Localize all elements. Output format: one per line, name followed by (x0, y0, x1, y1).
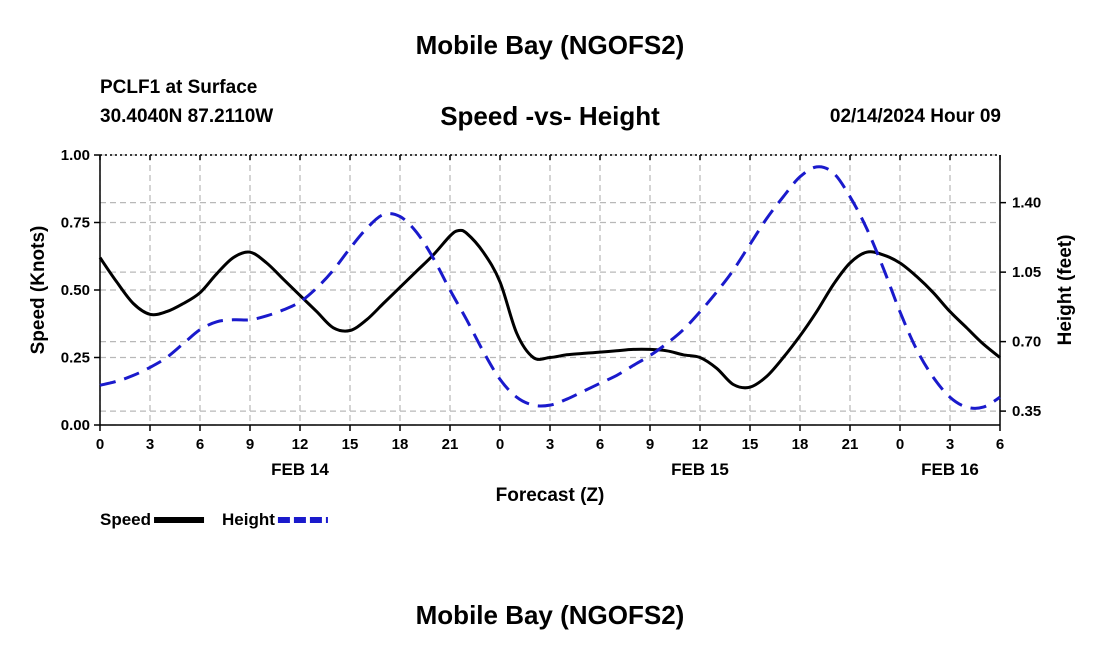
x-tick-label: 0 (896, 436, 904, 453)
y-tick-label: 0.25 (61, 350, 90, 367)
x-tick-label: 15 (342, 436, 359, 453)
y-tick-label: 0.00 (61, 417, 90, 434)
series-line-height (99, 165, 1001, 410)
footer-title: Mobile Bay (NGOFS2) (415, 600, 685, 630)
legend-label-speed: Speed (100, 510, 151, 529)
date-label: FEB 16 (921, 460, 979, 479)
y2-axis-title: Height (feet) (1055, 235, 1076, 346)
y-axis-title: Speed (Knots) (28, 226, 49, 355)
x-tick-label: 3 (946, 436, 954, 453)
y-tick-label: 0.50 (61, 282, 90, 299)
y2-tick-label: 1.05 (1012, 264, 1041, 281)
x-tick-label: 18 (392, 436, 409, 453)
x-tick-label: 21 (842, 436, 859, 453)
x-tick-label: 6 (196, 436, 204, 453)
legend-label-height: Height (222, 510, 275, 529)
date-label: FEB 15 (671, 460, 729, 479)
chart-subtitle: Speed -vs- Height (440, 101, 660, 131)
x-tick-label: 18 (792, 436, 809, 453)
x-tick-label: 0 (96, 436, 104, 453)
x-tick-label: 6 (596, 436, 604, 453)
series-line-speed (98, 228, 1001, 390)
x-tick-label: 0 (496, 436, 504, 453)
x-tick-label: 15 (742, 436, 759, 453)
x-tick-label: 6 (996, 436, 1004, 453)
x-tick-label: 12 (692, 436, 709, 453)
x-tick-label: 9 (246, 436, 254, 453)
y-tick-label: 0.75 (61, 215, 90, 232)
station-coordinates: 30.4040N 87.2110W (100, 106, 274, 127)
x-tick-label: 9 (646, 436, 654, 453)
x-axis-title: Forecast (Z) (496, 485, 605, 506)
y2-tick-label: 1.40 (1012, 195, 1041, 212)
x-tick-label: 21 (442, 436, 459, 453)
y-tick-label: 1.00 (61, 147, 90, 164)
forecast-datetime: 02/14/2024 Hour 09 (829, 106, 1001, 127)
x-tick-label: 12 (292, 436, 309, 453)
y2-tick-label: 0.70 (1012, 334, 1041, 351)
station-label: PCLF1 at Surface (100, 77, 258, 98)
x-tick-label: 3 (546, 436, 554, 453)
date-label: FEB 14 (271, 460, 329, 479)
x-tick-label: 3 (146, 436, 154, 453)
main-title: Mobile Bay (NGOFS2) (415, 30, 685, 60)
y2-tick-label: 0.35 (1012, 403, 1041, 420)
